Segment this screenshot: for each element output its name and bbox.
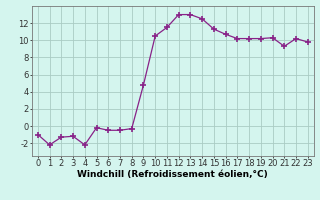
X-axis label: Windchill (Refroidissement éolien,°C): Windchill (Refroidissement éolien,°C) [77,170,268,179]
